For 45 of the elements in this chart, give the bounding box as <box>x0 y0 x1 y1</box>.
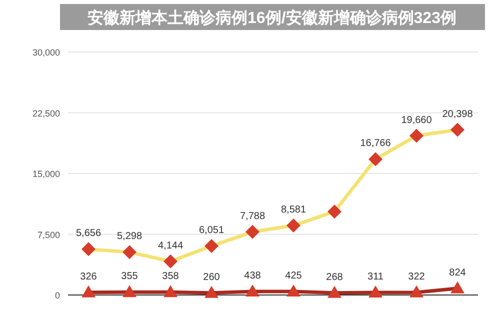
point <box>164 285 178 298</box>
data-label: 358 <box>162 271 180 282</box>
data-label: 425 <box>285 270 302 282</box>
point <box>82 242 96 256</box>
point <box>328 204 342 219</box>
data-label: 8,581 <box>280 204 306 216</box>
data-label: 20,398 <box>442 108 474 120</box>
y-tick-label: 7,500 <box>37 230 60 240</box>
data-label: 4,144 <box>158 240 184 252</box>
data-label: 355 <box>121 271 138 282</box>
data-label: 326 <box>80 271 98 282</box>
point <box>122 285 136 298</box>
point <box>410 128 424 143</box>
point <box>204 286 218 298</box>
data-label: 260 <box>203 272 220 283</box>
data-label: 7,788 <box>240 210 266 222</box>
data-label: 19,660 <box>401 114 432 126</box>
point <box>368 152 382 166</box>
data-label: 6,051 <box>198 224 224 236</box>
data-label: 268 <box>326 272 344 283</box>
point <box>450 281 464 294</box>
point <box>204 238 218 253</box>
y-tick-label: 0 <box>54 290 60 300</box>
y-tick-label: 30,000 <box>32 48 60 58</box>
data-label: 824 <box>449 267 466 278</box>
data-label: 16,766 <box>360 138 392 150</box>
point <box>450 122 464 137</box>
data-label: 5,298 <box>116 231 142 242</box>
y-tick-label: 22,500 <box>32 108 60 118</box>
data-label: 322 <box>408 271 426 282</box>
point <box>164 254 178 268</box>
y-tick-label: 15,000 <box>32 169 60 179</box>
chart-title: 安徽新增本土确诊病例16例/安徽新增确诊病例323例 <box>88 8 456 27</box>
point <box>246 224 260 239</box>
point <box>286 218 300 232</box>
data-label: 311 <box>368 271 384 282</box>
point <box>368 285 382 298</box>
point <box>328 286 342 298</box>
point <box>122 245 136 260</box>
point <box>286 284 300 297</box>
point <box>82 285 96 298</box>
point <box>246 284 260 296</box>
data-label: 5,656 <box>76 228 102 240</box>
data-label: 438 <box>244 270 262 282</box>
point <box>410 285 424 298</box>
